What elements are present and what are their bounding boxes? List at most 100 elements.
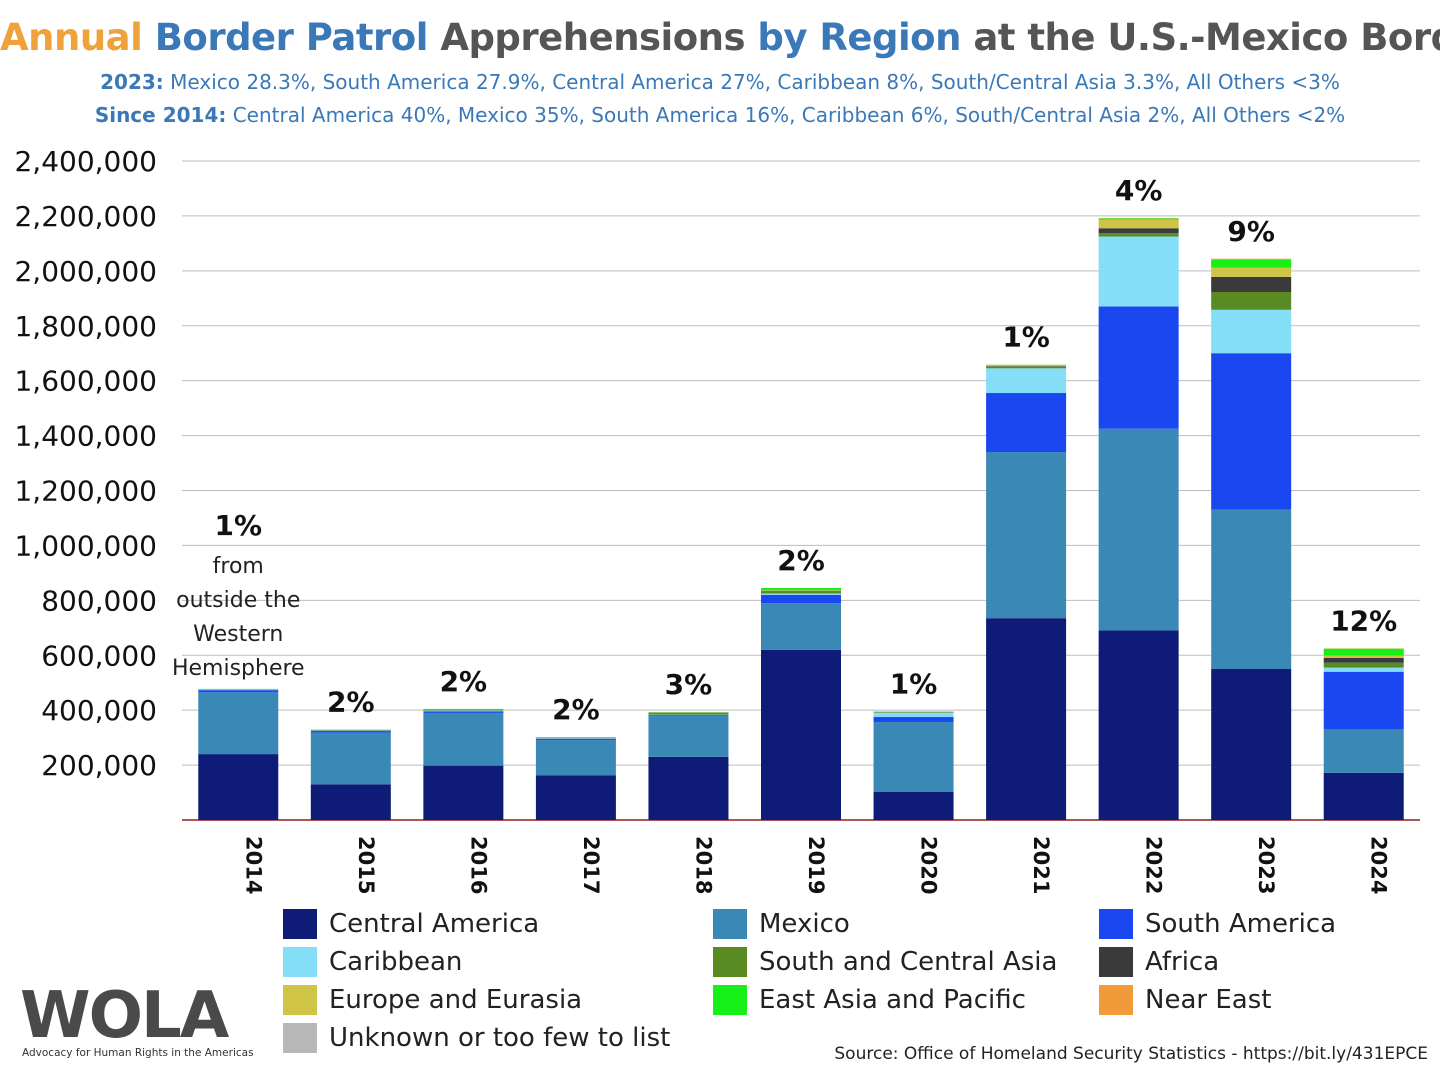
- bar-segment: [1098, 428, 1179, 631]
- subtitle-2023-label: 2023:: [100, 70, 164, 94]
- bar-segment: [648, 756, 729, 820]
- annotation-percent: 1%: [214, 509, 262, 542]
- bar-segment: [761, 603, 841, 650]
- legend-label: South America: [1145, 909, 1337, 939]
- bar-segment: [1323, 657, 1404, 663]
- bar-segment: [198, 690, 279, 693]
- bar-segment: [648, 714, 729, 716]
- bar-segment: [1323, 648, 1404, 656]
- bar-segment: [761, 649, 841, 820]
- annotation-note-line: Western: [193, 622, 283, 647]
- annotation-percent: 9%: [1227, 215, 1275, 248]
- y-tick-label: 1,400,000: [14, 420, 157, 453]
- bar-segment: [986, 368, 1067, 394]
- annotation-note-line: from: [213, 554, 264, 579]
- legend-swatch: [713, 947, 747, 977]
- bar-segment: [310, 729, 391, 731]
- bar-segment: [761, 593, 841, 595]
- legend-swatch: [1099, 909, 1133, 939]
- legend-swatch: [283, 1023, 317, 1053]
- subtitle-2023: 2023: Mexico 28.3%, South America 27.9%,…: [0, 70, 1440, 94]
- bar-segment: [986, 393, 1067, 453]
- bar-segment: [761, 591, 841, 594]
- y-tick-label: 1,600,000: [14, 365, 157, 398]
- x-tick-label: 2022: [1142, 836, 1166, 894]
- legend-item: South and Central Asia: [713, 946, 1057, 978]
- legend-item: South America: [1099, 908, 1336, 940]
- y-tick-label: 1,000,000: [14, 529, 157, 562]
- bar-segment: [198, 692, 279, 755]
- legend-swatch: [1099, 947, 1133, 977]
- bar-segment: [986, 452, 1067, 619]
- bar-segment: [761, 594, 841, 604]
- annotation-percent: 3%: [665, 668, 713, 701]
- subtitle-2023-text: Mexico 28.3%, South America 27.9%, Centr…: [170, 70, 1340, 94]
- title-part-5: at the U.S.-Mexico Border: [973, 16, 1440, 59]
- bar-segment: [986, 365, 1067, 367]
- bar-segment: [1211, 668, 1292, 820]
- bar-segment: [423, 709, 504, 711]
- bar-segment: [648, 715, 729, 717]
- bar-segment: [310, 732, 391, 785]
- legend-label: Unknown or too few to list: [329, 1023, 671, 1053]
- bar-segment: [423, 765, 504, 820]
- legend-label: East Asia and Pacific: [759, 985, 1026, 1015]
- bar-segment: [986, 366, 1067, 369]
- bar-segment: [1211, 267, 1292, 277]
- legend-item: Africa: [1099, 946, 1219, 978]
- y-tick-label: 2,000,000: [14, 255, 157, 288]
- bar-segment: [535, 775, 616, 820]
- bar-segment: [1211, 309, 1292, 354]
- annotation-percent: 4%: [1115, 174, 1163, 207]
- bar-segment: [1211, 291, 1292, 310]
- x-tick-label: 2019: [804, 836, 828, 894]
- bar-segment: [198, 754, 279, 820]
- x-tick-label: 2014: [241, 836, 265, 894]
- bar-segment: [1211, 353, 1292, 510]
- bar-segment: [1323, 671, 1404, 730]
- bar-segment: [1098, 233, 1179, 237]
- logo-wordmark: WOLA: [20, 979, 229, 1053]
- legend-swatch: [713, 909, 747, 939]
- y-tick-label: 1,200,000: [14, 475, 157, 508]
- legend-label: Africa: [1145, 947, 1220, 977]
- annotation-percent: 2%: [777, 544, 825, 577]
- title-part-3: Apprehensions: [440, 16, 746, 59]
- bar-segment: [1323, 772, 1404, 820]
- bar-segment: [423, 712, 504, 766]
- legend-swatch: [1099, 985, 1133, 1015]
- legend-swatch: [283, 909, 317, 939]
- legend-item: East Asia and Pacific: [713, 984, 1026, 1016]
- bar-segment: [986, 366, 1067, 367]
- bar-segment: [1098, 236, 1179, 307]
- bar-segment: [1323, 662, 1404, 668]
- bar-segment: [648, 716, 729, 757]
- bar-segment: [1211, 509, 1292, 669]
- title-part-2: Border Patrol: [154, 16, 429, 59]
- bar-segment: [423, 711, 504, 713]
- chart-legend: Central America Mexico South America Caribb…: [283, 908, 1363, 1068]
- legend-label: Caribbean: [329, 947, 463, 977]
- legend-item: Unknown or too few to list: [283, 1022, 670, 1054]
- legend-item: Central America: [283, 908, 539, 940]
- bar-segment: [1098, 630, 1179, 820]
- bar-segment: [1098, 228, 1179, 234]
- legend-label: Europe and Eurasia: [329, 985, 583, 1015]
- legend-label: Central America: [329, 909, 540, 939]
- title-part-1: Annual: [0, 16, 143, 59]
- y-tick-label: 2,400,000: [14, 145, 157, 178]
- x-tick-label: 2020: [917, 836, 941, 894]
- wola-logo: WOLA Advocacy for Human Rights in the Am…: [20, 979, 260, 1065]
- bar-segment: [986, 618, 1067, 820]
- legend-label: Near East: [1145, 985, 1272, 1015]
- x-tick-label: 2021: [1029, 836, 1053, 894]
- bar-segment: [1211, 258, 1292, 260]
- legend-label: South and Central Asia: [759, 947, 1058, 977]
- bar-segment: [873, 712, 954, 718]
- bar-segment: [1211, 259, 1292, 268]
- x-tick-label: 2018: [691, 836, 715, 894]
- legend-label: Mexico: [759, 909, 850, 939]
- y-tick-label: 2,200,000: [14, 200, 157, 233]
- bar-segment: [1323, 655, 1404, 658]
- bar-segment: [535, 738, 616, 741]
